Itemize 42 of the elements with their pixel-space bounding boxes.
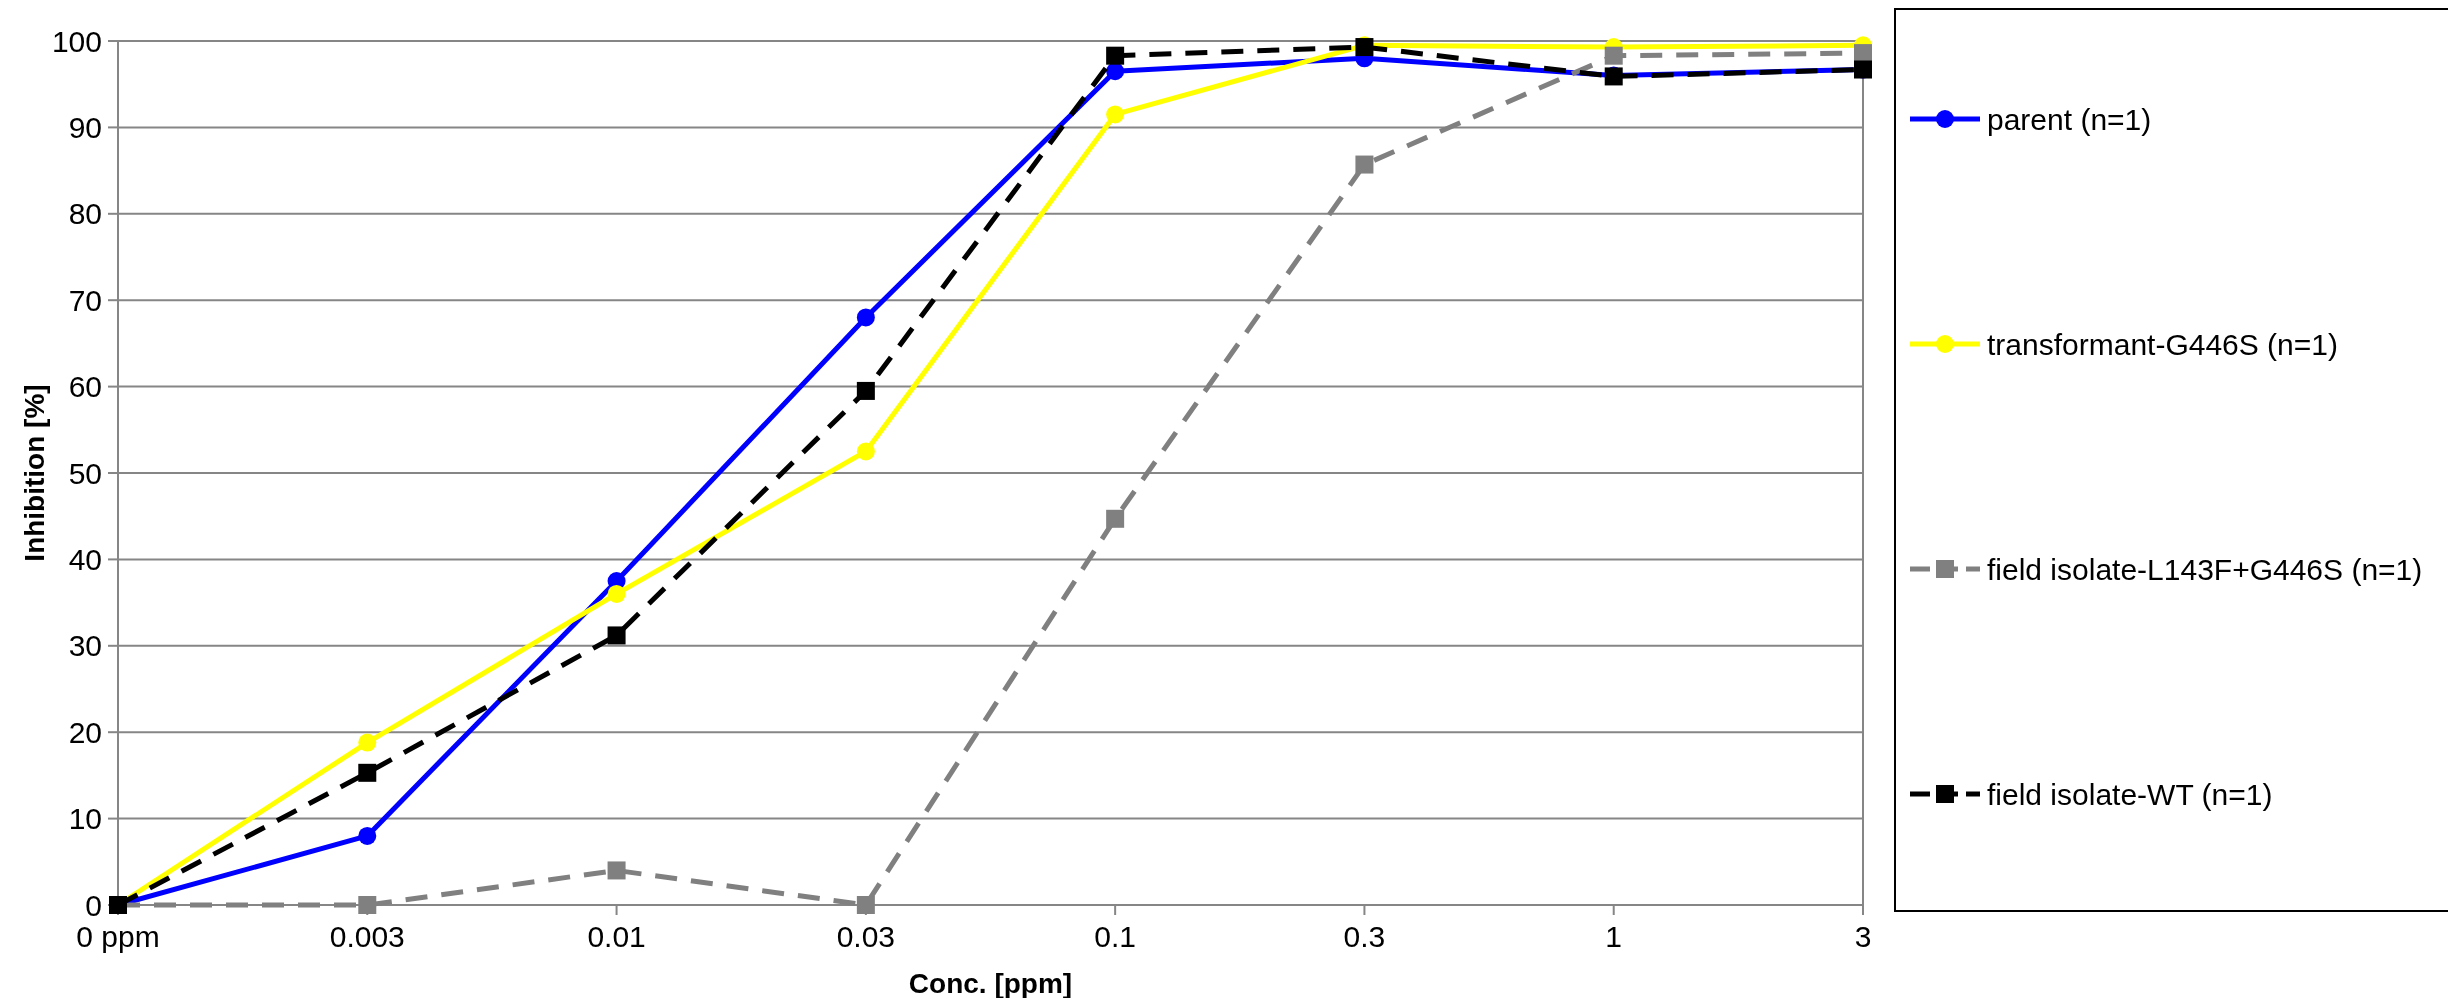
point [1106,46,1125,65]
y-tick-label: 40 [68,542,102,576]
legend-label: field isolate-L143F+G446S (n=1) [1987,552,2423,586]
y-tick-label: 60 [68,370,102,404]
y-tick-label: 10 [68,802,102,836]
point [607,861,626,880]
x-axis-title: Conc. [ppm] [908,968,1073,999]
point [856,896,875,914]
point [856,381,875,400]
x-tick-label: 0.03 [836,920,896,953]
y-tick-label: 20 [68,715,102,749]
y-axis-title: Inhibition [%] [19,384,50,562]
point [1355,155,1374,174]
point [1604,46,1623,65]
point [607,626,626,645]
point [1854,44,1872,63]
legend-label: transformant-G446S (n=1) [1987,327,2338,361]
y-tick-label: 80 [68,197,102,231]
point [1106,105,1125,124]
x-tick-label: 0.3 [1343,920,1386,953]
point [856,308,875,327]
y-tick-label: 30 [68,629,102,663]
point [607,584,626,603]
point [358,896,377,914]
point [358,733,377,752]
point [358,763,377,782]
x-tick-label: 3 [1854,920,1872,953]
legend-label: parent (n=1) [1987,102,2152,136]
y-tick-label: 70 [68,283,102,317]
y-tick-label: 90 [68,110,102,144]
point [358,826,377,845]
x-tick-label: 0.01 [587,920,646,953]
y-tick-label: 0 [85,888,102,922]
y-tick-label: 100 [51,24,102,58]
x-tick-label: 0.1 [1094,920,1136,953]
legend-label: field isolate-WT (n=1) [1987,777,2273,811]
x-tick-label: 0.003 [329,920,405,953]
point [1106,509,1125,528]
x-tick-label: 1 [1605,920,1623,953]
x-tick-label: 0 ppm [76,920,160,953]
y-tick-label: 50 [68,456,102,490]
point [856,442,875,461]
